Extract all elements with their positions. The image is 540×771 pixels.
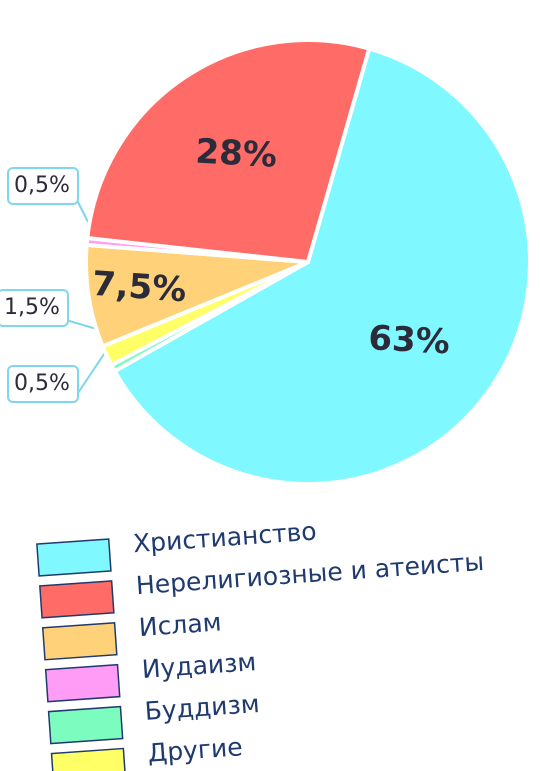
legend-label: Нерелигиозные и атеисты — [135, 547, 485, 600]
callout-box — [7, 365, 79, 403]
legend-label: Другие — [147, 732, 244, 768]
callout-box — [7, 167, 79, 205]
legend-swatch — [39, 580, 115, 619]
slice-label: 28% — [195, 132, 278, 176]
callout-label: 0,5% — [14, 371, 70, 396]
legend-swatch — [50, 747, 127, 771]
legend-label: Иудаизм — [141, 647, 257, 684]
legend-label: Ислам — [138, 607, 222, 642]
pie-slice — [85, 38, 372, 265]
callout-line — [75, 347, 109, 397]
legend-swatch — [36, 538, 112, 577]
pie-slice — [84, 242, 309, 349]
callout-label: 0,5% — [14, 173, 70, 198]
slice-label: 63% — [367, 318, 450, 362]
legend-swatch — [47, 705, 124, 745]
pie: 63% 0,5% 1,5% 7,5% 0,5% 28% — [0, 38, 532, 486]
legend-label: Христианство — [132, 517, 317, 559]
pie-slice — [111, 46, 532, 486]
legend-label: Буддизм — [144, 689, 261, 726]
slice-label: 7,5% — [91, 264, 188, 310]
callout-box — [0, 289, 69, 327]
callout-label: 1,5% — [4, 295, 60, 320]
legend-swatch — [41, 622, 118, 661]
legend-swatch — [44, 663, 121, 703]
